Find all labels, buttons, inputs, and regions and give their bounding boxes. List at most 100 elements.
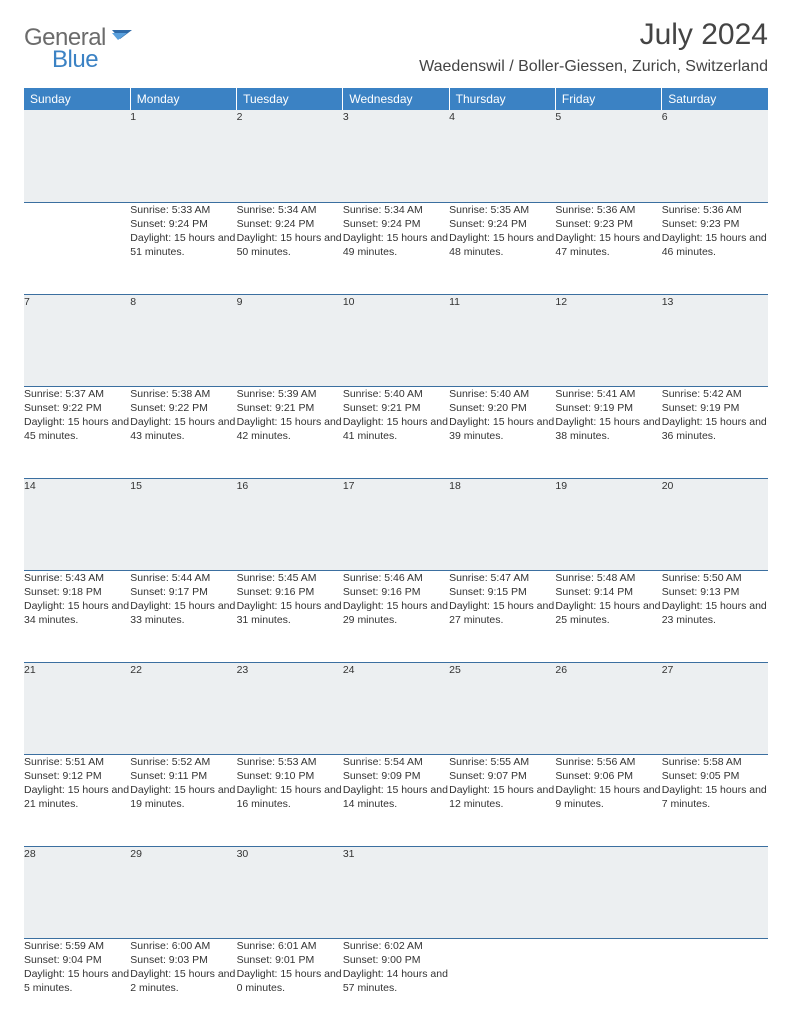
daylight-line: Daylight: 15 hours and 31 minutes. (237, 599, 343, 627)
title-block: July 2024 Waedenswil / Boller-Giessen, Z… (419, 18, 768, 84)
sunrise-line: Sunrise: 5:50 AM (662, 571, 768, 585)
day-number-cell: 26 (555, 662, 661, 754)
sunrise-line: Sunrise: 6:01 AM (237, 939, 343, 953)
sunset-line: Sunset: 9:24 PM (130, 217, 236, 231)
daylight-line: Daylight: 15 hours and 33 minutes. (130, 599, 236, 627)
day-number-cell: 22 (130, 662, 236, 754)
day-cell: Sunrise: 5:40 AMSunset: 9:21 PMDaylight:… (343, 386, 449, 478)
sunrise-line: Sunrise: 6:02 AM (343, 939, 449, 953)
day-number-cell: 4 (449, 110, 555, 202)
day-cell: Sunrise: 5:33 AMSunset: 9:24 PMDaylight:… (130, 202, 236, 294)
sunset-line: Sunset: 9:24 PM (343, 217, 449, 231)
daylight-line: Daylight: 15 hours and 27 minutes. (449, 599, 555, 627)
daylight-line: Daylight: 15 hours and 42 minutes. (237, 415, 343, 443)
sunset-line: Sunset: 9:21 PM (237, 401, 343, 415)
day-cell: Sunrise: 5:46 AMSunset: 9:16 PMDaylight:… (343, 570, 449, 662)
sunrise-line: Sunrise: 5:42 AM (662, 387, 768, 401)
daylight-line: Daylight: 15 hours and 46 minutes. (662, 231, 768, 259)
day-number-cell: 12 (555, 294, 661, 386)
sunset-line: Sunset: 9:10 PM (237, 769, 343, 783)
sunrise-line: Sunrise: 5:37 AM (24, 387, 130, 401)
sunrise-line: Sunrise: 5:48 AM (555, 571, 661, 585)
sunrise-line: Sunrise: 5:36 AM (662, 203, 768, 217)
day-cell: Sunrise: 5:55 AMSunset: 9:07 PMDaylight:… (449, 754, 555, 846)
daylight-line: Daylight: 15 hours and 49 minutes. (343, 231, 449, 259)
day-number-cell: 20 (662, 478, 768, 570)
day-cell: Sunrise: 5:39 AMSunset: 9:21 PMDaylight:… (237, 386, 343, 478)
sunrise-line: Sunrise: 5:45 AM (237, 571, 343, 585)
day-cell: Sunrise: 5:34 AMSunset: 9:24 PMDaylight:… (237, 202, 343, 294)
sunset-line: Sunset: 9:22 PM (24, 401, 130, 415)
sunrise-line: Sunrise: 5:40 AM (343, 387, 449, 401)
month-title: July 2024 (419, 18, 768, 52)
day-number-cell: 29 (130, 846, 236, 938)
sunset-line: Sunset: 9:21 PM (343, 401, 449, 415)
sunrise-line: Sunrise: 5:44 AM (130, 571, 236, 585)
day-cell: Sunrise: 5:44 AMSunset: 9:17 PMDaylight:… (130, 570, 236, 662)
sunrise-line: Sunrise: 5:58 AM (662, 755, 768, 769)
daylight-line: Daylight: 15 hours and 36 minutes. (662, 415, 768, 443)
dow-header: Sunday (24, 88, 130, 110)
daylight-line: Daylight: 15 hours and 16 minutes. (237, 783, 343, 811)
day-cell: Sunrise: 5:40 AMSunset: 9:20 PMDaylight:… (449, 386, 555, 478)
sunrise-line: Sunrise: 5:54 AM (343, 755, 449, 769)
sunset-line: Sunset: 9:19 PM (555, 401, 661, 415)
sunset-line: Sunset: 9:06 PM (555, 769, 661, 783)
daylight-line: Daylight: 15 hours and 43 minutes. (130, 415, 236, 443)
day-number-cell: 16 (237, 478, 343, 570)
day-cell: Sunrise: 5:35 AMSunset: 9:24 PMDaylight:… (449, 202, 555, 294)
daylight-line: Daylight: 15 hours and 5 minutes. (24, 967, 130, 995)
daylight-line: Daylight: 15 hours and 2 minutes. (130, 967, 236, 995)
day-cell (24, 202, 130, 294)
dow-header: Tuesday (237, 88, 343, 110)
page-header: General Blue July 2024 Waedenswil / Boll… (24, 18, 768, 84)
sunset-line: Sunset: 9:00 PM (343, 953, 449, 967)
day-cell (449, 938, 555, 1030)
day-number-cell: 2 (237, 110, 343, 202)
sunset-line: Sunset: 9:07 PM (449, 769, 555, 783)
day-number-cell: 8 (130, 294, 236, 386)
sunset-line: Sunset: 9:17 PM (130, 585, 236, 599)
sunset-line: Sunset: 9:22 PM (130, 401, 236, 415)
day-number-cell: 13 (662, 294, 768, 386)
day-cell: Sunrise: 5:37 AMSunset: 9:22 PMDaylight:… (24, 386, 130, 478)
day-number-cell (555, 846, 661, 938)
day-number-cell: 18 (449, 478, 555, 570)
location-text: Waedenswil / Boller-Giessen, Zurich, Swi… (419, 58, 768, 76)
calendar-head: SundayMondayTuesdayWednesdayThursdayFrid… (24, 88, 768, 110)
day-number-cell: 15 (130, 478, 236, 570)
sunset-line: Sunset: 9:01 PM (237, 953, 343, 967)
daylight-line: Daylight: 15 hours and 51 minutes. (130, 231, 236, 259)
sunrise-line: Sunrise: 5:41 AM (555, 387, 661, 401)
sunrise-line: Sunrise: 5:53 AM (237, 755, 343, 769)
sunset-line: Sunset: 9:16 PM (237, 585, 343, 599)
day-cell: Sunrise: 5:50 AMSunset: 9:13 PMDaylight:… (662, 570, 768, 662)
sunset-line: Sunset: 9:20 PM (449, 401, 555, 415)
sunset-line: Sunset: 9:18 PM (24, 585, 130, 599)
day-cell: Sunrise: 5:59 AMSunset: 9:04 PMDaylight:… (24, 938, 130, 1030)
day-number-cell: 21 (24, 662, 130, 754)
daylight-line: Daylight: 15 hours and 12 minutes. (449, 783, 555, 811)
sunrise-line: Sunrise: 5:38 AM (130, 387, 236, 401)
sunset-line: Sunset: 9:13 PM (662, 585, 768, 599)
day-number-cell: 14 (24, 478, 130, 570)
sunset-line: Sunset: 9:23 PM (555, 217, 661, 231)
day-number-cell: 11 (449, 294, 555, 386)
flag-icon (112, 30, 134, 51)
sunrise-line: Sunrise: 5:36 AM (555, 203, 661, 217)
day-cell: Sunrise: 5:53 AMSunset: 9:10 PMDaylight:… (237, 754, 343, 846)
sunset-line: Sunset: 9:15 PM (449, 585, 555, 599)
day-cell (662, 938, 768, 1030)
calendar-table: SundayMondayTuesdayWednesdayThursdayFrid… (24, 88, 768, 1030)
day-number-cell: 27 (662, 662, 768, 754)
day-number-cell: 23 (237, 662, 343, 754)
day-cell: Sunrise: 5:45 AMSunset: 9:16 PMDaylight:… (237, 570, 343, 662)
sunset-line: Sunset: 9:05 PM (662, 769, 768, 783)
day-number-cell: 19 (555, 478, 661, 570)
daylight-line: Daylight: 15 hours and 21 minutes. (24, 783, 130, 811)
sunrise-line: Sunrise: 5:34 AM (343, 203, 449, 217)
day-cell: Sunrise: 5:58 AMSunset: 9:05 PMDaylight:… (662, 754, 768, 846)
day-number-cell: 6 (662, 110, 768, 202)
daylight-line: Daylight: 15 hours and 23 minutes. (662, 599, 768, 627)
day-cell: Sunrise: 5:43 AMSunset: 9:18 PMDaylight:… (24, 570, 130, 662)
